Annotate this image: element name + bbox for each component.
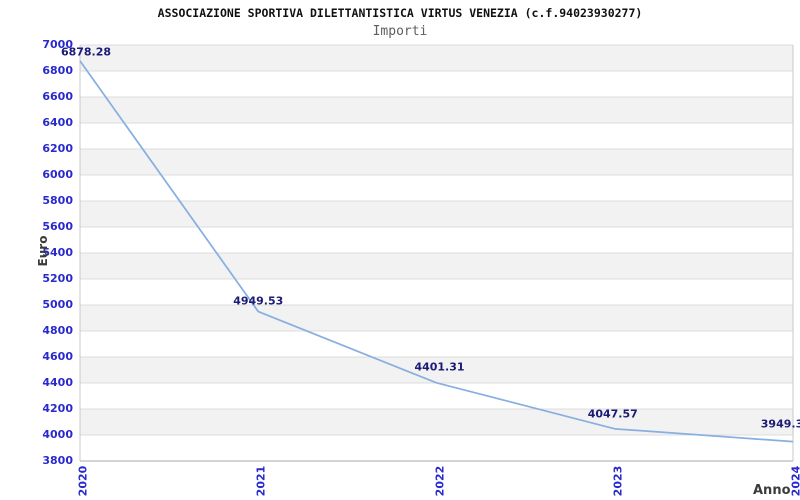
y-tick-label: 5800 bbox=[42, 194, 73, 207]
y-tick-label: 6400 bbox=[42, 116, 73, 129]
y-tick-label: 5600 bbox=[42, 220, 73, 233]
plot-band bbox=[80, 149, 793, 175]
plot-band bbox=[80, 71, 793, 97]
plot-band bbox=[80, 253, 793, 279]
y-tick-label: 7000 bbox=[42, 38, 73, 51]
y-tick-label: 4600 bbox=[42, 350, 73, 363]
y-tick-label: 5400 bbox=[42, 246, 73, 259]
data-point-label: 3949.3 bbox=[760, 417, 800, 431]
plot-band bbox=[80, 357, 793, 383]
chart-subtitle: Importi bbox=[372, 24, 428, 39]
plot-band bbox=[80, 331, 793, 357]
x-tick-label: 2020 bbox=[76, 465, 90, 497]
y-tick-label: 5000 bbox=[42, 298, 73, 311]
y-tick-label: 4000 bbox=[42, 428, 73, 441]
y-tick-label: 6800 bbox=[42, 64, 73, 77]
plot-band bbox=[80, 409, 793, 435]
x-tick-label: 2021 bbox=[254, 465, 268, 497]
y-tick-label: 4400 bbox=[42, 376, 73, 389]
plot-band bbox=[80, 175, 793, 201]
plot-band bbox=[80, 97, 793, 123]
plot-band bbox=[80, 123, 793, 149]
plot-band bbox=[80, 435, 793, 461]
y-axis-title: Euro bbox=[36, 235, 50, 267]
y-tick-label: 4800 bbox=[42, 324, 73, 337]
x-tick-label: 2023 bbox=[611, 465, 625, 497]
y-tick-label: 6200 bbox=[42, 142, 73, 155]
data-point-label: 4949.53 bbox=[233, 294, 284, 308]
y-tick-label: 5200 bbox=[42, 272, 73, 285]
data-line-importi bbox=[79, 60, 794, 443]
x-tick-label: 2022 bbox=[433, 465, 446, 497]
y-tick-label: 3800 bbox=[42, 454, 73, 467]
y-tick-label: 4200 bbox=[42, 402, 73, 415]
plot-band bbox=[80, 45, 793, 71]
plot-band bbox=[80, 383, 793, 409]
data-point-label: 4401.31 bbox=[414, 360, 465, 374]
chart-title: ASSOCIAZIONE SPORTIVA DILETTANTISTICA VI… bbox=[157, 6, 643, 20]
plot-band bbox=[80, 279, 793, 305]
plot-band bbox=[80, 305, 793, 331]
data-point-label: 4047.57 bbox=[587, 407, 638, 421]
plot-band bbox=[80, 227, 793, 253]
y-tick-label: 6000 bbox=[42, 168, 73, 181]
x-axis-title: Anno bbox=[753, 483, 791, 498]
x-tick-label: 2024 bbox=[789, 465, 800, 497]
plot-band bbox=[80, 201, 793, 227]
data-point-label: 6878.28 bbox=[60, 45, 112, 59]
y-tick-label: 6600 bbox=[42, 90, 73, 103]
